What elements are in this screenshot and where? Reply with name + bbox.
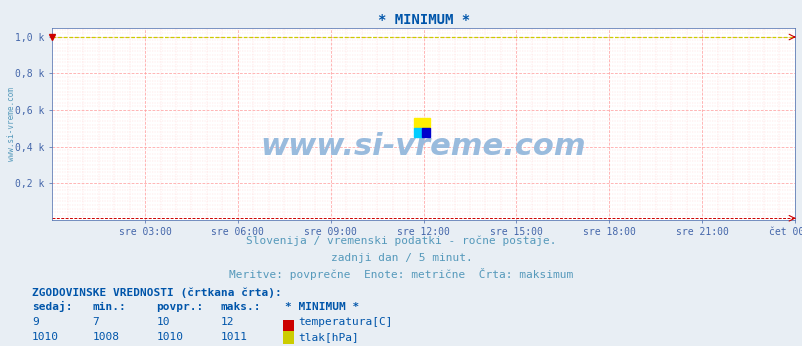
Text: maks.:: maks.: — [221, 302, 261, 312]
Text: www.si-vreme.com: www.si-vreme.com — [261, 132, 585, 161]
Polygon shape — [422, 128, 430, 137]
Text: * MINIMUM *: * MINIMUM * — [285, 302, 358, 312]
Text: 7: 7 — [92, 317, 99, 327]
Text: sedaj:: sedaj: — [32, 301, 72, 312]
Text: 1008: 1008 — [92, 332, 119, 342]
Text: zadnji dan / 5 minut.: zadnji dan / 5 minut. — [330, 253, 472, 263]
Text: temperatura[C]: temperatura[C] — [298, 317, 393, 327]
Text: povpr.:: povpr.: — [156, 302, 204, 312]
Text: 10: 10 — [156, 317, 170, 327]
Text: 1010: 1010 — [32, 332, 59, 342]
Bar — [413, 118, 430, 128]
Text: Meritve: povprečne  Enote: metrične  Črta: maksimum: Meritve: povprečne Enote: metrične Črta:… — [229, 268, 573, 280]
Polygon shape — [413, 128, 422, 137]
Text: www.si-vreme.com: www.si-vreme.com — [7, 87, 16, 161]
Text: ZGODOVINSKE VREDNOSTI (črtkana črta):: ZGODOVINSKE VREDNOSTI (črtkana črta): — [32, 287, 282, 298]
Text: 1011: 1011 — [221, 332, 248, 342]
Text: 9: 9 — [32, 317, 38, 327]
Text: 12: 12 — [221, 317, 234, 327]
Text: tlak[hPa]: tlak[hPa] — [298, 332, 359, 342]
Text: Slovenija / vremenski podatki - ročne postaje.: Slovenija / vremenski podatki - ročne po… — [246, 235, 556, 246]
Text: min.:: min.: — [92, 302, 126, 312]
Text: 1010: 1010 — [156, 332, 184, 342]
Title: * MINIMUM *: * MINIMUM * — [377, 12, 469, 27]
